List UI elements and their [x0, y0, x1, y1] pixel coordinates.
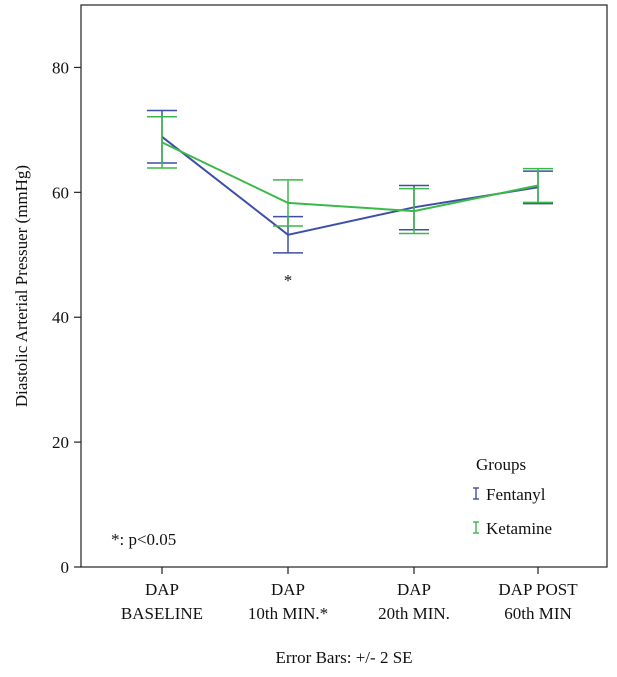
x-tick-label: 20th MIN. — [378, 604, 450, 623]
x-tick-label: DAP — [397, 580, 431, 599]
legend-label: Ketamine — [486, 519, 552, 538]
y-axis-label: Diastolic Arterial Pressuer (mmHg) — [12, 165, 31, 407]
x-tick-label: 10th MIN.* — [248, 604, 328, 623]
series-ketamine — [147, 117, 553, 234]
y-tick-label: 40 — [52, 308, 69, 327]
x-tick-label: BASELINE — [121, 604, 203, 623]
legend-item-fentanyl: Fentanyl — [473, 485, 546, 504]
legend-label: Fentanyl — [486, 485, 546, 504]
error-bar-note: Error Bars: +/- 2 SE — [275, 648, 412, 667]
series-line — [162, 142, 538, 211]
plot-frame — [81, 5, 607, 567]
y-tick-label: 0 — [61, 558, 70, 577]
series-fentanyl — [147, 111, 553, 253]
y-tick-label: 60 — [52, 183, 69, 202]
series-layer — [147, 111, 553, 253]
x-tick-label: DAP — [271, 580, 305, 599]
legend-item-ketamine: Ketamine — [473, 519, 552, 538]
y-tick-label: 20 — [52, 433, 69, 452]
y-tick-label: 80 — [52, 58, 69, 77]
x-tick-label: DAP POST — [498, 580, 578, 599]
series-line — [162, 137, 538, 235]
significance-marker: * — [284, 271, 293, 290]
footnote: *: p<0.05 — [111, 530, 176, 549]
legend: Groups Fentanyl Ketamine — [473, 455, 552, 538]
x-tick-label: DAP — [145, 580, 179, 599]
legend-title: Groups — [476, 455, 526, 474]
x-tick-label: 60th MIN — [504, 604, 572, 623]
